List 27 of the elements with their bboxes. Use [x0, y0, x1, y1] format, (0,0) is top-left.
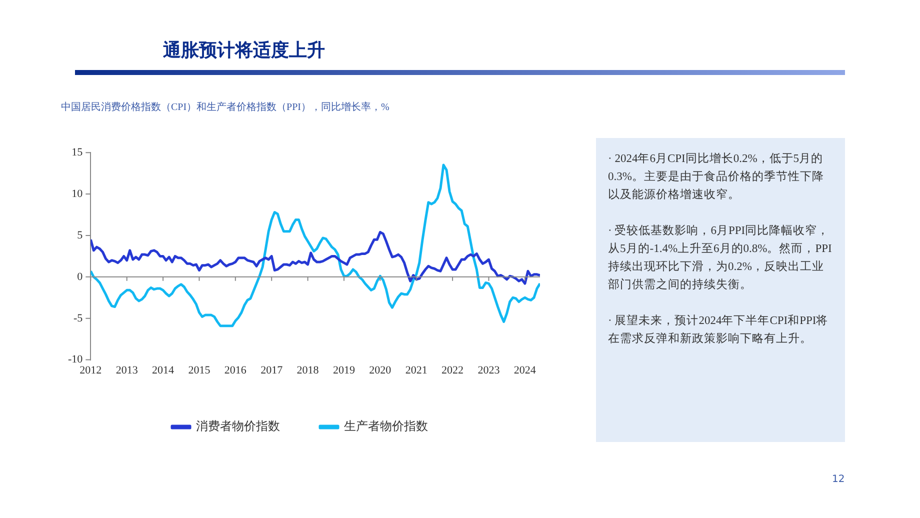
x-tick-label: 2023	[478, 364, 500, 376]
x-tick-label: 2018	[296, 364, 320, 376]
x-tick-label: 2014	[152, 364, 175, 376]
x-tick-label: 2022	[442, 364, 464, 376]
text: · 受较低基数影响，6月PPI同比降幅收窄，从5月的-1.4%上升至6月的0.8%。然而，PPI持续出现环比下滑，为0.2%，反映出工业部门供需之间的持续失衡。	[608, 223, 833, 293]
x-tick-label: 2013	[116, 364, 138, 376]
chart-subtitle: 中国居民消费价格指数（CPI）和生产者价格指数（PPI），同比增长率，%	[61, 100, 390, 114]
x-tick-label: 2024	[514, 364, 536, 376]
y-tick-label: 5	[77, 229, 84, 242]
text: 12	[832, 474, 845, 485]
y-tick-label: 10	[72, 188, 84, 200]
y-tick-label: 15	[72, 146, 84, 158]
chart-title: 通胀预计将适度上升	[163, 39, 325, 62]
x-tick-label: 2016	[224, 364, 247, 376]
text: · 2024年6月CPI同比增长0.2%，低于5月的0.3%。主要是由于食品价格的季节性下降以及能源价格增速收窄。	[608, 152, 825, 203]
y-tick-label: -5	[73, 312, 84, 324]
x-tick-label: 2012	[80, 364, 102, 376]
legend-label: 生产者物价指数	[344, 419, 428, 434]
text: · 展望未来，预计2024年下半年CPI和PPI将在需求反弹和新政策影响下略有上升。	[608, 314, 830, 347]
x-tick-label: 2020	[369, 364, 392, 376]
x-tick-label: 2021	[405, 364, 428, 376]
x-tick-label: 2015	[188, 364, 211, 376]
x-tick-label: 2017	[260, 364, 284, 376]
y-tick-label: 0	[77, 270, 84, 283]
x-tick-label: 2019	[332, 364, 356, 376]
legend-label: 消费者物价指数	[196, 419, 280, 434]
y-tick-label: -10	[68, 354, 84, 366]
